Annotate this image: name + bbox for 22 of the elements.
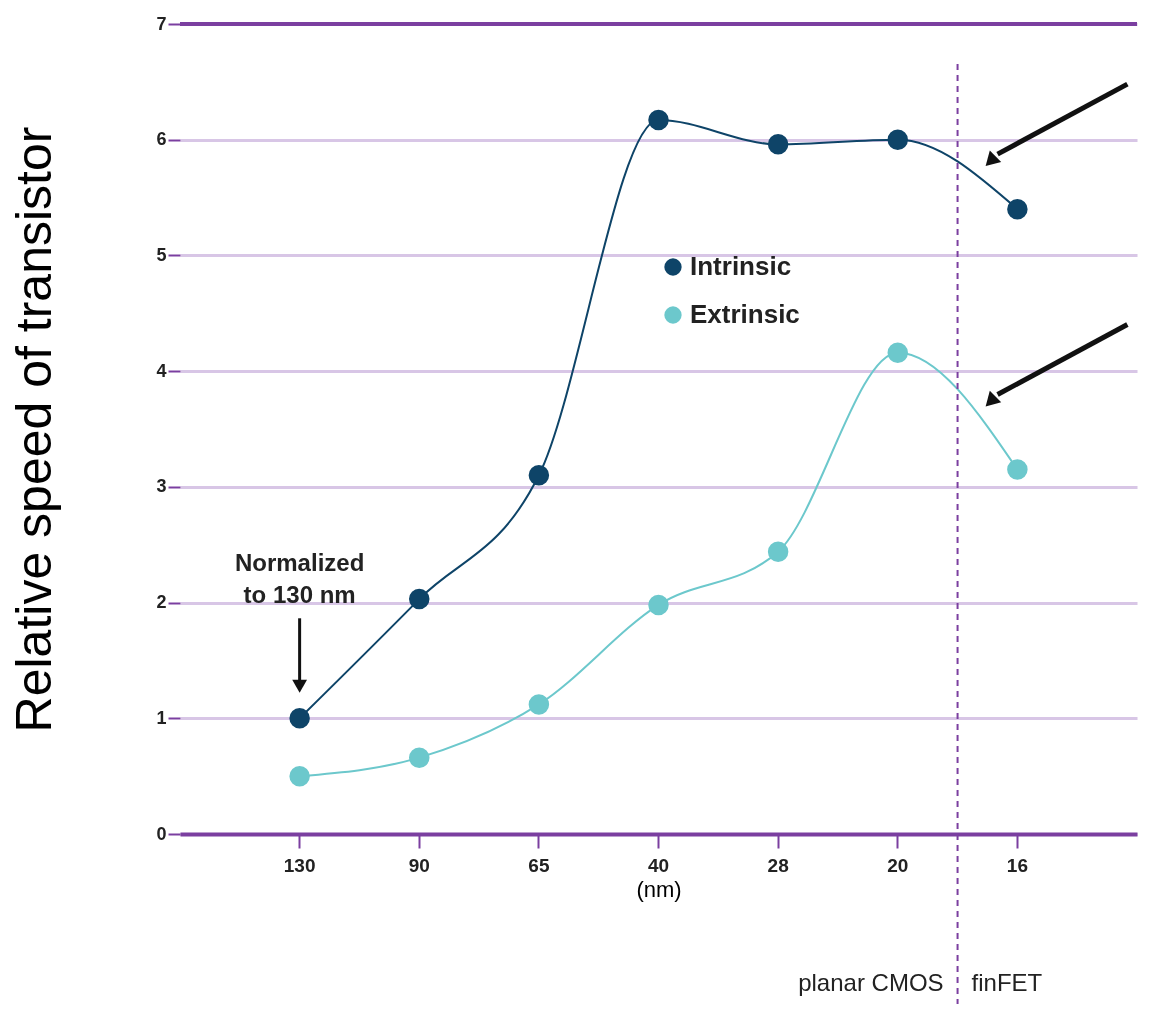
x-tick-label: 28 bbox=[767, 854, 789, 876]
legend-label: Extrinsic bbox=[690, 299, 800, 329]
y-tick-label: 0 bbox=[156, 823, 167, 844]
x-tick-label: 16 bbox=[1006, 854, 1028, 876]
y-tick-label: 6 bbox=[156, 129, 167, 150]
legend-label: Intrinsic bbox=[690, 251, 792, 281]
y-tick-label: 4 bbox=[156, 360, 167, 381]
text: finFET bbox=[971, 969, 1043, 996]
x-tick-label: 20 bbox=[887, 854, 909, 876]
x-tick-label: 65 bbox=[528, 854, 550, 876]
y-tick-label: 1 bbox=[156, 707, 167, 728]
x-tick-label: 40 bbox=[647, 854, 670, 876]
annotation: Normalized to 130 nm bbox=[234, 549, 365, 609]
x-axis-title: (nm) bbox=[636, 876, 682, 902]
x-tick-label: 130 bbox=[283, 854, 316, 876]
x-tick-label: 90 bbox=[408, 854, 430, 876]
y-tick-label: 3 bbox=[156, 476, 167, 497]
y-tick-label: 2 bbox=[156, 592, 167, 613]
y-tick-label: 5 bbox=[156, 244, 167, 265]
y-axis-title: Relative speed of transistor bbox=[6, 126, 63, 733]
y-tick-label: 7 bbox=[156, 13, 167, 34]
text: planar CMOS bbox=[798, 969, 944, 996]
